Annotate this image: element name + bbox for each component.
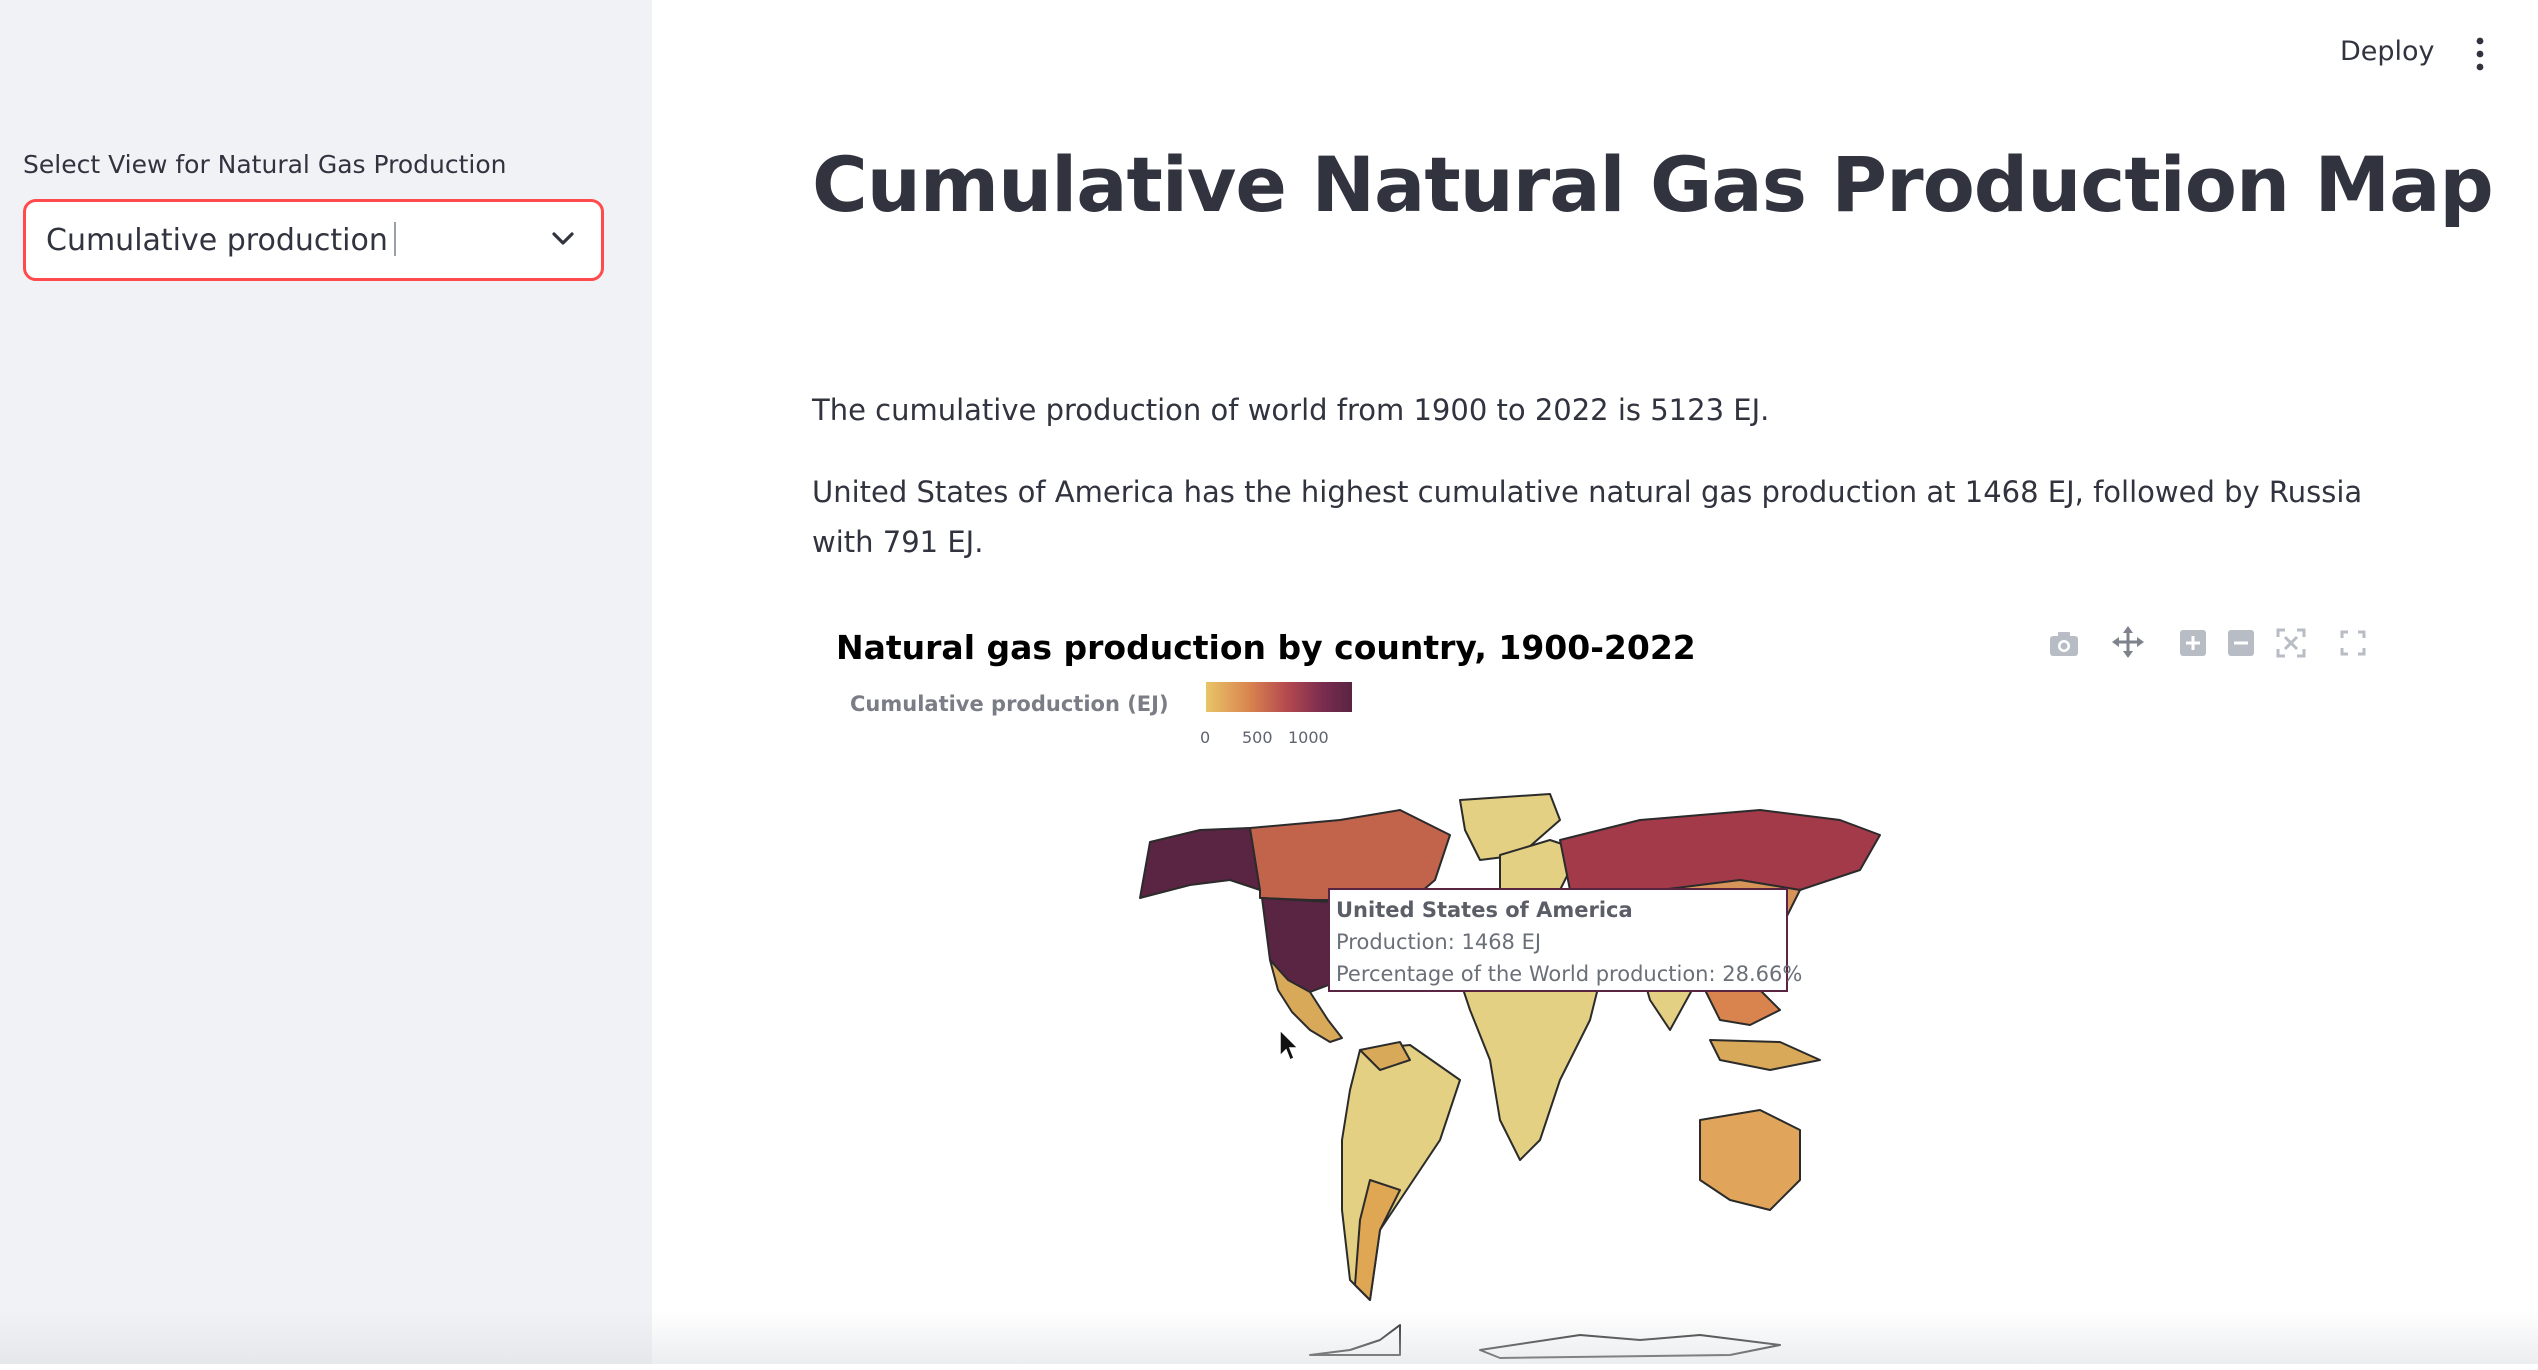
country-australia[interactable] <box>1699 1109 1801 1211</box>
country-venezuela[interactable] <box>1359 1041 1411 1071</box>
fullscreen-icon[interactable] <box>2340 630 2366 656</box>
colorbar-tick: 0 <box>1200 728 1211 747</box>
sidebar: Select View for Natural Gas Production C… <box>0 0 652 1364</box>
modebar <box>2050 626 2366 658</box>
pan-icon[interactable] <box>2112 626 2144 658</box>
country-alaska[interactable] <box>1139 827 1261 899</box>
colorbar <box>1206 682 1352 712</box>
deploy-button[interactable]: Deploy <box>2340 36 2435 67</box>
tooltip-production: Production: 1468 EJ <box>1336 930 1542 954</box>
cursor-icon <box>1279 1028 1300 1062</box>
colorbar-tick: 1000 <box>1288 728 1329 747</box>
select-value[interactable]: Cumulative production <box>46 222 396 258</box>
chart-title: Natural gas production by country, 1900-… <box>836 628 1696 667</box>
colorbar-title: Cumulative production (EJ) <box>850 692 1169 716</box>
view-select[interactable]: Cumulative production <box>23 199 604 281</box>
country-argentina[interactable] <box>1354 1179 1401 1301</box>
select-label: Select View for Natural Gas Production <box>23 150 507 179</box>
summary-text: The cumulative production of world from … <box>812 393 1770 427</box>
country-mexico[interactable] <box>1269 959 1343 1043</box>
hover-tooltip: United States of America Production: 146… <box>1328 888 1803 992</box>
bottom-fade <box>0 1310 2538 1364</box>
zoom-in-icon[interactable] <box>2180 630 2206 656</box>
autoscale-icon[interactable] <box>2276 628 2306 658</box>
colorbar-tick: 500 <box>1242 728 1273 747</box>
camera-icon[interactable] <box>2050 632 2078 656</box>
top-producers-text: United States of America has the highest… <box>812 475 2363 559</box>
country-indonesia[interactable] <box>1709 1039 1821 1071</box>
tooltip-arrow <box>1314 928 1328 956</box>
text-caret <box>393 222 396 256</box>
tooltip-country: United States of America <box>1336 898 1633 922</box>
chevron-down-icon[interactable] <box>551 229 575 249</box>
page-title: Cumulative Natural Gas Production Map <box>812 140 2494 229</box>
zoom-out-icon[interactable] <box>2228 630 2254 656</box>
vertical-dots-icon[interactable] <box>2472 36 2488 72</box>
world-map[interactable] <box>1080 780 2180 1370</box>
tooltip-percentage: Percentage of the World production: 28.6… <box>1336 962 1803 986</box>
